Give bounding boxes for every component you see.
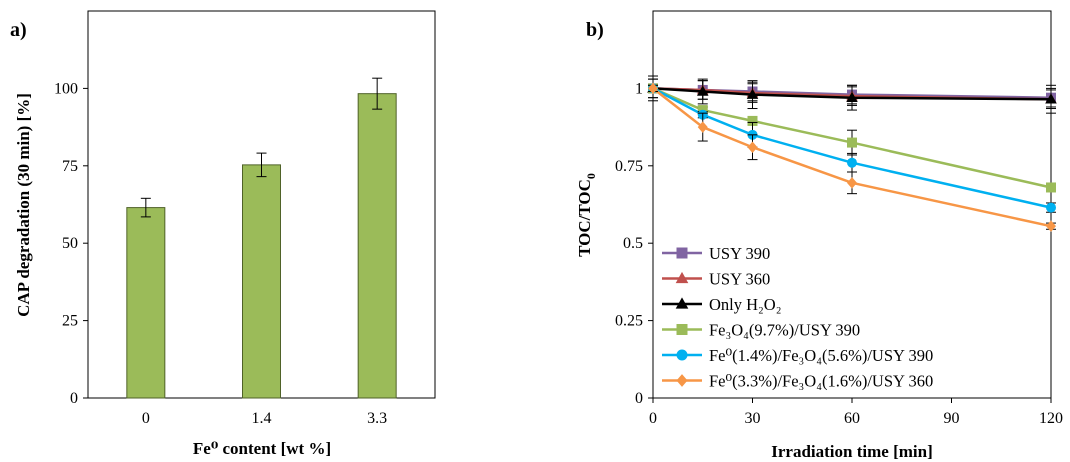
legend-marker xyxy=(676,349,688,361)
panel-a-bar xyxy=(242,164,281,399)
legend-marker xyxy=(676,324,688,335)
panel-b-y-axis-title: TOC/TOC0 xyxy=(575,173,598,257)
panel-b-y-tick-label: 0 xyxy=(635,390,643,407)
panel-b-plot-frame xyxy=(652,10,1052,399)
legend-marker xyxy=(676,247,688,259)
panel-a-y-tick-label: 100 xyxy=(54,80,78,97)
legend-marker xyxy=(676,374,688,387)
panel-b-data-point xyxy=(648,82,658,95)
panel-b-x-axis-title: Irradiation time [min] xyxy=(771,442,932,461)
legend-marker xyxy=(675,271,689,284)
panel-a-y-tick-label: 0 xyxy=(70,390,78,407)
panel-b-label: b) xyxy=(586,19,604,41)
panel-a-x-tick-label: 3.3 xyxy=(367,410,387,427)
panel-b-y-tick-label: 0.25 xyxy=(615,313,643,330)
panel-b-data-point xyxy=(847,177,857,189)
panel-a-bar xyxy=(357,93,397,399)
panel-b-data-point xyxy=(847,157,857,168)
legend-entry-label: USY 360 xyxy=(709,270,770,289)
panel-b-x-tick-label: 60 xyxy=(844,410,860,427)
panel-b-data-point xyxy=(1046,182,1056,193)
panel-b-x-tick-label: 0 xyxy=(649,410,657,427)
panel-b-x-tick-label: 120 xyxy=(1039,410,1063,427)
panel-b-x-tick-label: 30 xyxy=(745,410,761,427)
legend-entry-label: USY 390 xyxy=(709,244,770,263)
legend-entry-label: Fe₃O₄(9.7%)/USY 390 xyxy=(709,321,860,340)
legend-entry-label: Fe⁰(3.3%)/Fe₃O₄(1.6%)/USY 360 xyxy=(709,372,933,391)
legend-entry-label: Fe⁰(1.4%)/Fe₃O₄(5.6%)/USY 390 xyxy=(709,346,933,365)
panel-a-bar xyxy=(126,207,166,399)
panel-b-data-point xyxy=(747,141,758,153)
panel-a-x-tick-label: 1.4 xyxy=(252,410,272,427)
panel-b-data-point xyxy=(1046,202,1056,213)
panel-a-x-tick-label: 0 xyxy=(142,410,150,427)
panel-b-data-point xyxy=(747,115,758,126)
panel-b-data-point xyxy=(847,137,857,148)
panel-a-y-tick-label: 50 xyxy=(62,235,78,252)
panel-b-legend: USY 390 USY 360 Only H₂O₂ Fe₃O₄(9.7%)/USY 3… xyxy=(662,244,933,391)
legend-marker xyxy=(675,297,689,309)
panel-b-data-point xyxy=(846,91,858,102)
panel-b-y-tick-label: 1 xyxy=(635,80,643,97)
panel-b-data-point xyxy=(1045,93,1057,104)
panel-b-y-tick-label: 0.5 xyxy=(623,235,643,252)
panel-a-y-axis-title: CAP degradation (30 min) [%] xyxy=(14,93,33,317)
panel-a-y-tick-label: 25 xyxy=(62,313,78,330)
panel-b-data-point xyxy=(746,88,759,99)
panel-a-x-axis-title: Fe⁰ content [wt %] xyxy=(193,439,331,458)
panel-a-label: a) xyxy=(10,19,27,41)
panel-b-y-tick-label: 0.75 xyxy=(615,158,643,175)
panel-b-data-point xyxy=(697,85,709,96)
panel-b-data-point xyxy=(697,121,708,133)
panel-a-y-tick-label: 75 xyxy=(62,158,78,175)
panel-b-x-tick-label: 90 xyxy=(944,410,960,427)
panel-b-data-point xyxy=(1046,220,1056,232)
panel-a-marks: 0 25 50 75 100 0 1.4 3.3 xyxy=(54,77,397,427)
panel-b-marks: 0 0.25 0.5 0.75 1 0 30 60 90 120 xyxy=(615,75,1063,427)
legend-entry-label: Only H₂O₂ xyxy=(709,295,781,314)
panel-b-line-chart: b) 0 0.25 0.5 0.75 1 0 30 60 90 120 Irradiation t… xyxy=(575,10,1063,461)
